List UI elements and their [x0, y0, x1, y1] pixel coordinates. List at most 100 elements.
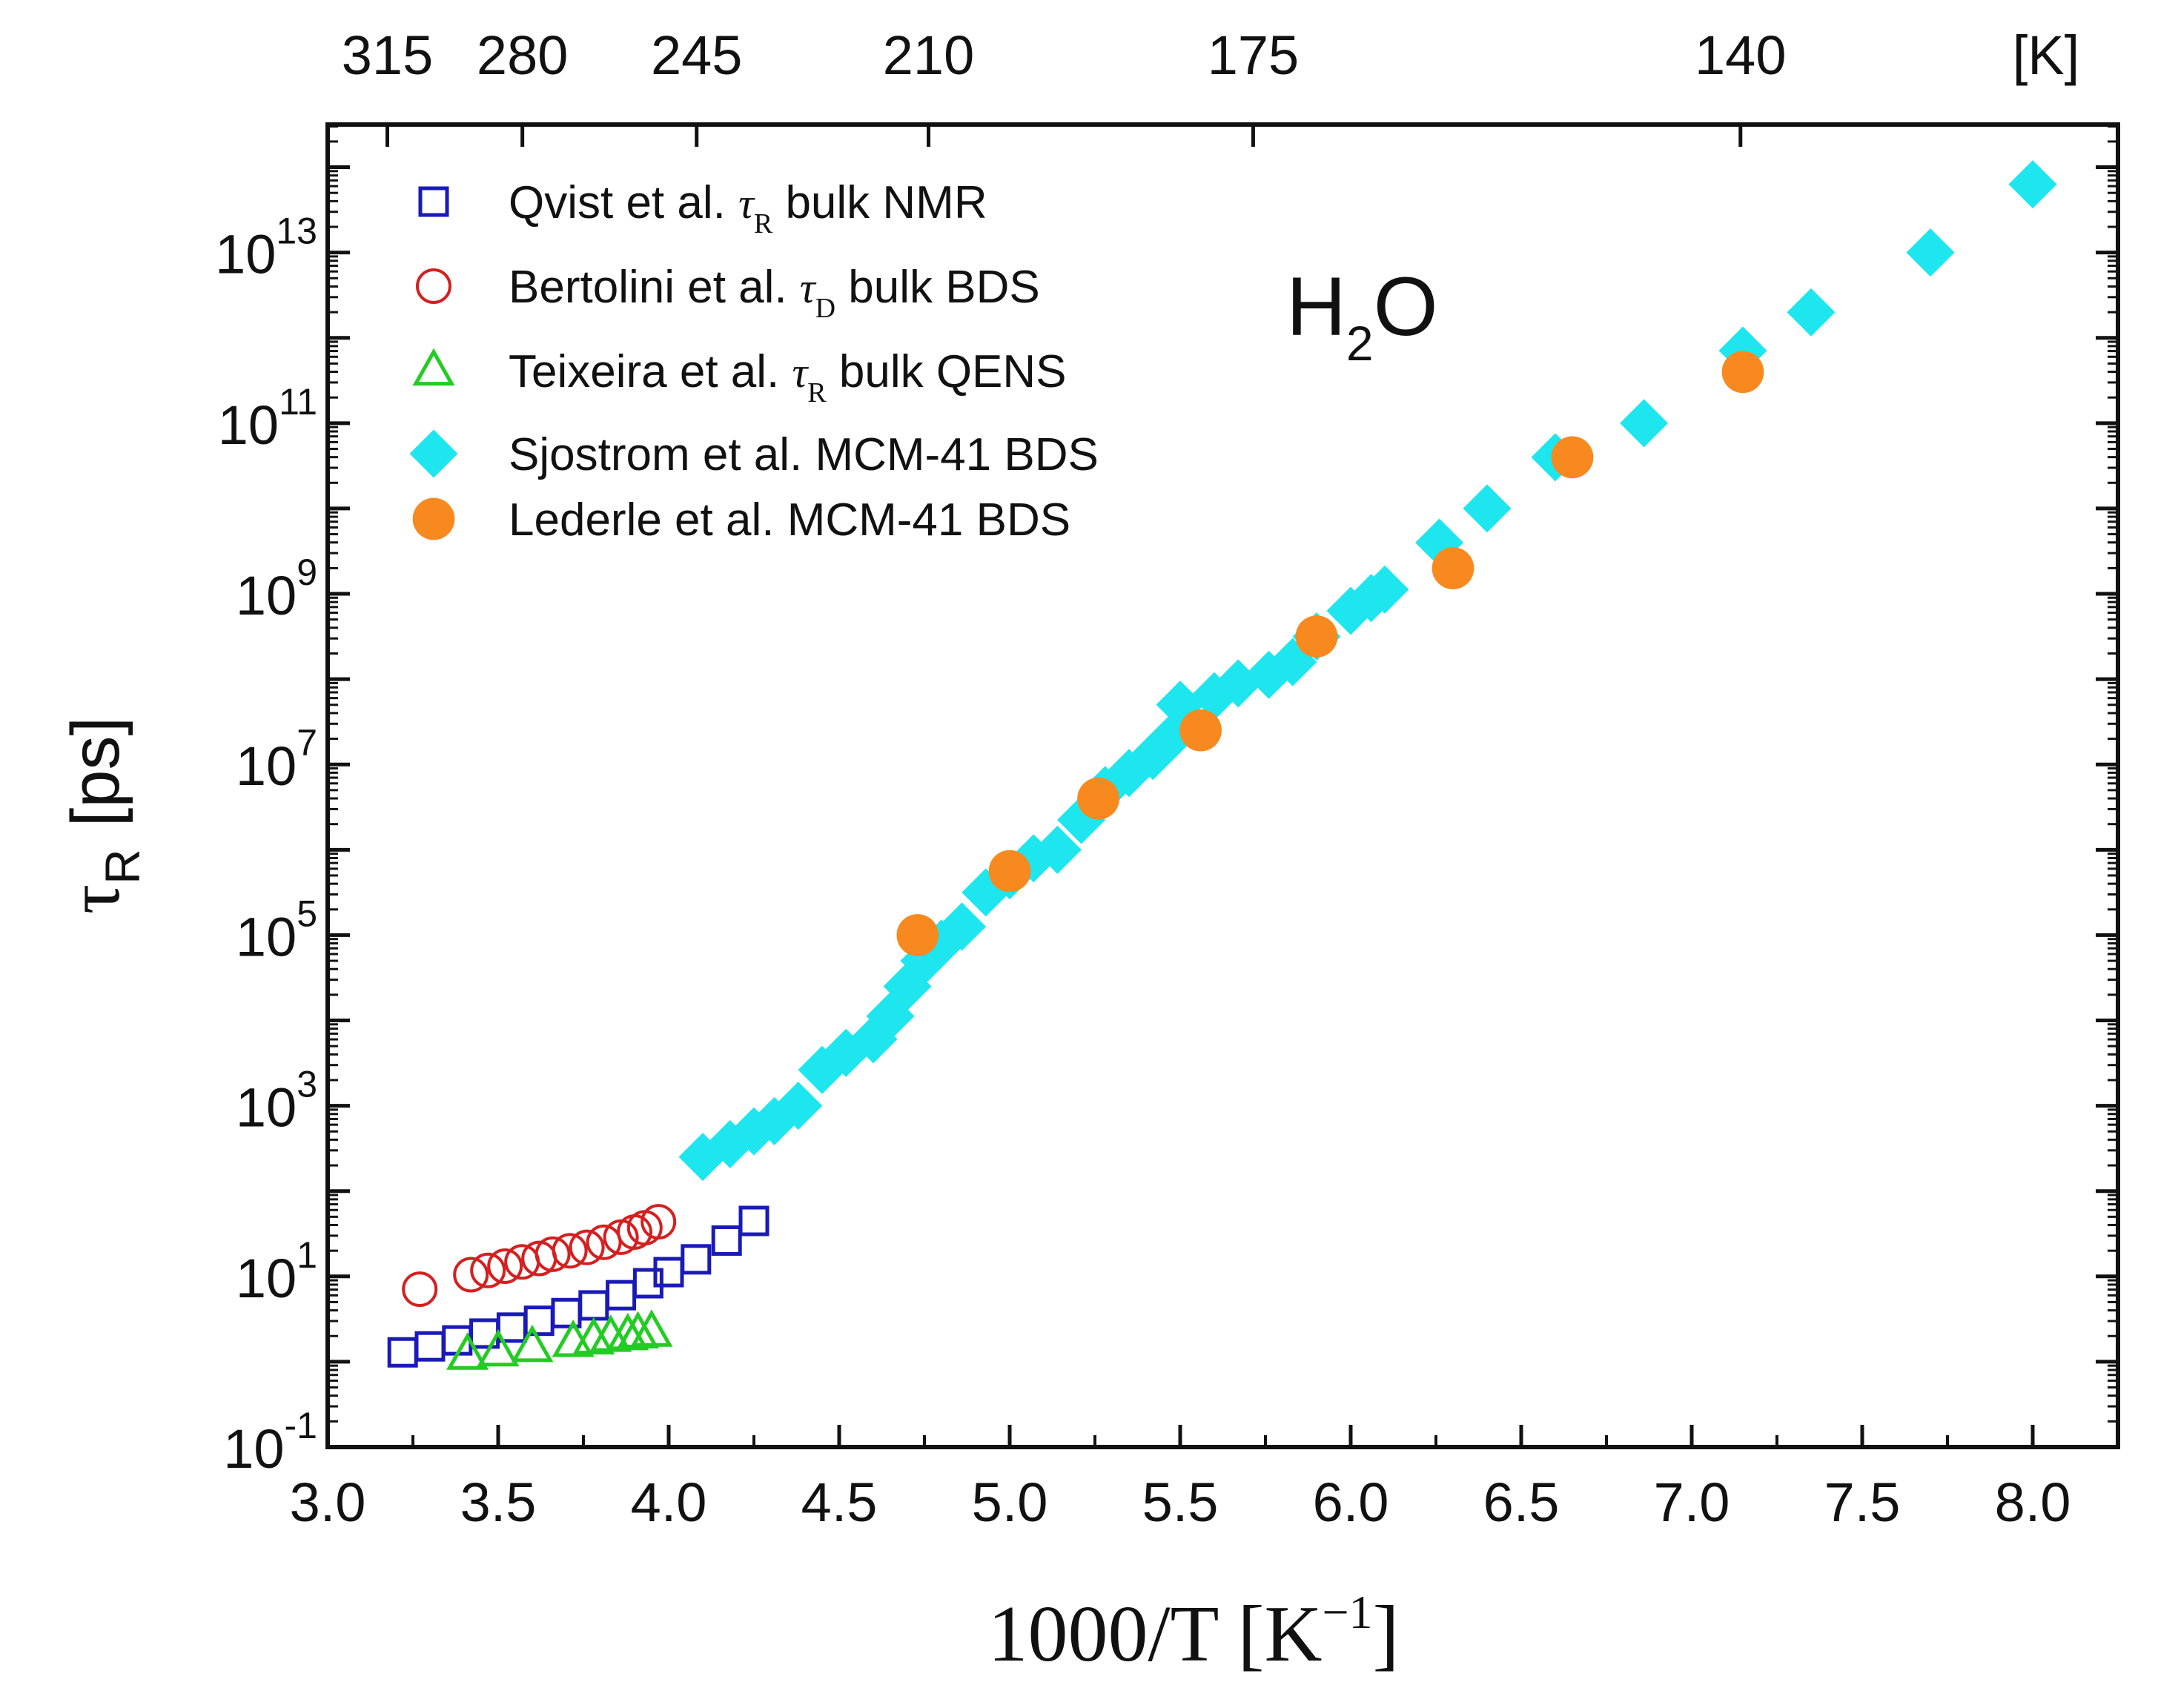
data-point — [606, 1280, 637, 1311]
legend-label: Qvist et al. τR bulk NMR — [509, 177, 987, 239]
data-point — [511, 1324, 554, 1363]
top-axis-tick-label: 245 — [651, 24, 742, 86]
y-axis-label: τR [ps] — [53, 717, 150, 914]
series-circle-filled — [896, 351, 1764, 956]
data-point — [1295, 615, 1338, 658]
x-tick-label: 5.0 — [972, 1472, 1048, 1533]
legend-marker — [412, 497, 455, 540]
svg-text:H2O: H2O — [1286, 260, 1438, 371]
data-point — [738, 1205, 769, 1237]
data-points — [387, 160, 2057, 1370]
x-axis-label-main: 1000/T [K — [987, 1590, 1322, 1678]
plot-frame — [325, 122, 2120, 1449]
legend-label: Lederle et al. MCM-41 BDS — [509, 494, 1070, 546]
annotation-main: H — [1286, 260, 1346, 353]
top-axis-tick-label: 140 — [1695, 24, 1786, 86]
series-diamond-filled — [678, 160, 2057, 1182]
legend-marker — [409, 429, 458, 478]
data-point — [711, 1225, 742, 1256]
data-point — [1033, 825, 1082, 874]
top-axis-tick-label: 280 — [477, 24, 568, 86]
legend-marker — [418, 186, 449, 217]
y-tick-label: 10-1 — [223, 1405, 317, 1480]
y-tick-label: 105 — [236, 893, 317, 967]
x-tick-label: 6.5 — [1483, 1472, 1560, 1533]
y-tick-label: 103 — [236, 1064, 317, 1139]
data-point — [453, 1257, 489, 1293]
y-axis-label-unit: [ps] — [58, 717, 133, 827]
y-tick-label: 1013 — [215, 211, 317, 285]
x-tick-label: 7.5 — [1824, 1472, 1901, 1533]
legend-label: Bertolini et al. τD bulk BDS — [509, 262, 1040, 324]
series-circle-open — [402, 1204, 677, 1308]
data-point — [1620, 399, 1669, 448]
data-point — [681, 1244, 712, 1275]
data-point — [1787, 288, 1836, 337]
x-tick-label: 4.0 — [631, 1472, 707, 1533]
x-axis-ticks: 3.0 3.5 4.0 4.5 5.0 5.5 6.0 6.5 7.0 7.5 8.0 — [290, 1425, 2071, 1533]
y-axis-ticks: 10-1 101 103 105 107 109 1011 1013 — [215, 125, 2118, 1480]
y-axis-label-greek: τ — [53, 884, 135, 914]
data-point — [477, 1328, 520, 1367]
legend-label: Sjostrom et al. MCM-41 BDS — [509, 429, 1099, 480]
data-point — [653, 1257, 684, 1288]
data-point — [1906, 228, 1955, 277]
top-axis-ticks: 315 280 245 210 175 140 — [342, 24, 1787, 147]
data-point — [1551, 436, 1594, 479]
data-point — [470, 1252, 506, 1288]
data-point — [1463, 484, 1512, 533]
data-point — [534, 1236, 571, 1272]
data-point — [487, 1248, 523, 1284]
legend-marker — [412, 348, 455, 386]
annotation-tail: O — [1374, 260, 1438, 353]
top-axis-tick-label: 315 — [342, 24, 433, 86]
x-tick-label: 7.0 — [1654, 1472, 1730, 1533]
y-tick-label: 1011 — [218, 381, 317, 456]
x-axis-label-sup: −1 — [1322, 1586, 1372, 1638]
x-tick-label: 4.5 — [801, 1472, 878, 1533]
data-point — [630, 1309, 673, 1347]
data-point — [1077, 777, 1119, 820]
data-point — [402, 1271, 438, 1308]
y-tick-label: 101 — [236, 1234, 317, 1309]
data-point — [2008, 160, 2057, 209]
legend: Qvist et al. τR bulk NMR Bertolini et al.… — [409, 177, 1099, 546]
plot-axes — [325, 122, 2120, 1449]
data-point — [896, 914, 939, 956]
annotation-subscript: 2 — [1346, 316, 1374, 371]
top-axis-unit-label: [K] — [2013, 24, 2079, 86]
y-tick-label: 107 — [236, 722, 317, 797]
data-point — [578, 1290, 609, 1321]
top-axis-tick-label: 210 — [883, 24, 974, 86]
data-point — [551, 1297, 582, 1328]
data-point — [572, 1317, 615, 1355]
data-point — [446, 1332, 489, 1370]
data-point — [1721, 351, 1764, 394]
data-point — [1360, 565, 1409, 614]
x-axis-label: 1000/T [K−1] — [987, 1586, 1399, 1678]
x-axis-label-tail: ] — [1373, 1590, 1400, 1678]
data-point — [1179, 709, 1222, 752]
x-tick-label: 3.5 — [460, 1472, 537, 1533]
x-tick-label: 3.0 — [290, 1472, 366, 1533]
data-point — [641, 1204, 677, 1240]
x-tick-label: 8.0 — [1995, 1472, 2071, 1533]
series-square-open — [387, 1205, 769, 1368]
data-point — [387, 1337, 418, 1368]
data-point — [552, 1233, 588, 1269]
y-axis-label-sub: R — [95, 849, 150, 884]
data-point — [569, 1229, 605, 1265]
top-axis-tick-label: 175 — [1208, 24, 1299, 86]
series-triangle-open — [446, 1309, 673, 1370]
h2o-annotation: H2O — [1286, 260, 1438, 371]
x-tick-label: 5.5 — [1142, 1472, 1219, 1533]
legend-marker — [416, 268, 451, 304]
data-point — [774, 1082, 823, 1131]
data-point — [1432, 547, 1474, 589]
data-point — [938, 902, 987, 951]
x-tick-label: 6.0 — [1313, 1472, 1389, 1533]
data-point — [632, 1268, 663, 1299]
legend-label: Teixeira et al. τR bulk QENS — [509, 346, 1067, 408]
data-point — [414, 1331, 446, 1362]
